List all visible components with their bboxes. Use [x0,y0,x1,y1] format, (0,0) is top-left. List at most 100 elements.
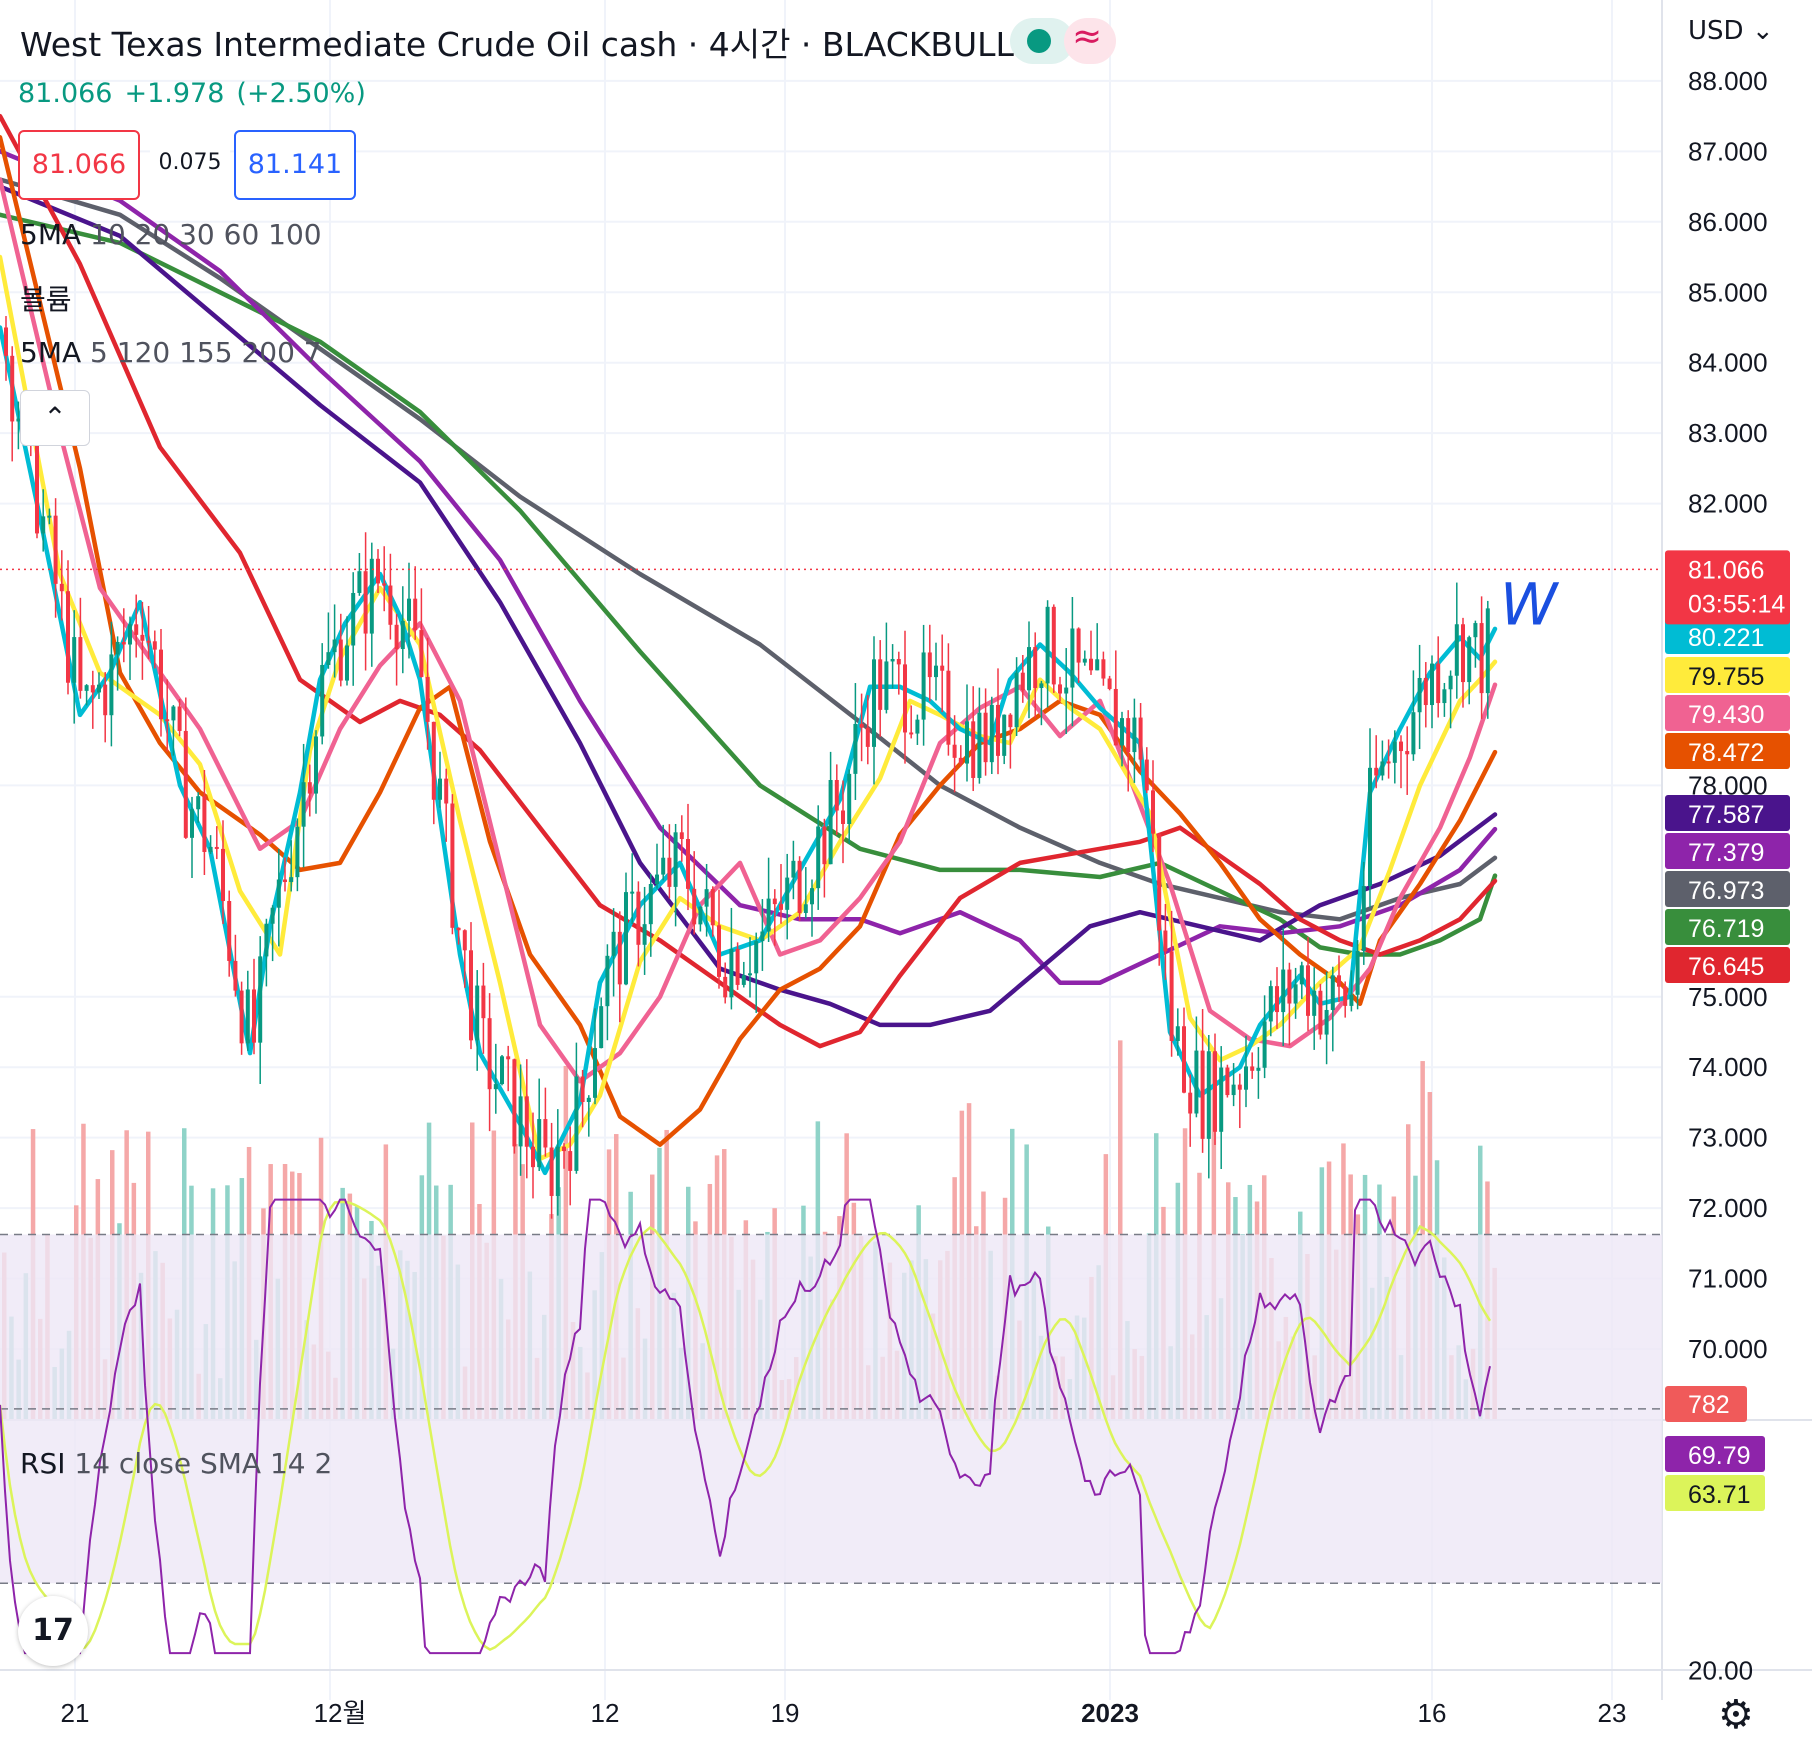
candle-body [214,846,219,849]
candle-body [1045,606,1050,684]
candle-body [97,684,101,693]
collapse-legend-button[interactable]: ⌃ [20,390,90,446]
ma-value-tag [1665,909,1790,945]
buy-button[interactable]: 81.141 [234,130,356,200]
candle-body [369,558,374,634]
candle-body [338,639,343,681]
candle-body [1175,1026,1180,1042]
candle-body [710,889,715,926]
candle-body [1151,790,1155,834]
candle-body [921,652,926,720]
candle-body [971,721,976,778]
data-mode-pill[interactable] [1064,18,1116,64]
candle-body [828,780,833,865]
rsi-sma-line [0,1200,1492,1652]
candle-body [834,780,839,811]
candle-body [673,832,678,887]
candle-body [431,721,436,800]
candle-body [896,658,901,665]
candle-body [524,1096,529,1147]
rsi-value-tag [1665,1475,1765,1511]
volume-legend[interactable]: 볼륨 [20,283,72,316]
candle-body [283,879,287,883]
price-tick-label: 75.000 [1688,982,1768,1012]
candle-body [506,1056,511,1060]
ma-value-label: 79.430 [1688,701,1764,729]
candle-body [1461,624,1465,683]
price-tick-label: 72.000 [1688,1193,1768,1223]
ma-value-label: 77.379 [1688,839,1764,867]
candle-body [1095,659,1100,671]
candle-body [16,418,21,422]
bar-countdown-label: 03:55:14 [1688,590,1785,618]
chevron-down-icon: ⌄ [1751,16,1774,46]
rsi-legend[interactable]: RSI 14 close SMA 14 2 [20,1447,332,1480]
price-tick-label: 70.000 [1688,1334,1768,1364]
candle-body [636,891,641,945]
candle-body [394,624,399,650]
candle-body [35,421,39,534]
sell-button[interactable]: 81.066 [18,130,140,200]
current-price-label: 81.066 [1688,556,1764,584]
volume-value-label: 782 [1688,1391,1730,1419]
candle-body [1237,1084,1242,1090]
candle-body [686,839,690,889]
candle-body [754,941,759,974]
candle-body [10,355,15,422]
candle-body [593,1048,597,1098]
candle-body [78,637,83,691]
candle-body [667,857,672,887]
candle-body [1361,885,1366,951]
candle-body [469,950,473,1041]
ma-legend-1[interactable]: 5MA 10 20 30 60 100 [20,218,322,251]
candle-body [493,1084,498,1090]
candle-body [1219,1067,1224,1132]
candle-body [47,515,52,518]
candle-body [351,592,356,646]
candle-body [1126,718,1131,753]
ma-value-label: 80.221 [1688,624,1764,652]
tradingview-logo[interactable]: 17 [18,1596,88,1666]
candle-body [326,652,331,665]
currency-selector[interactable]: USD ⌄ [1688,16,1774,46]
candle-body [227,901,232,961]
candle-body [977,712,982,778]
candle-body [171,706,176,721]
candle-body [599,1006,604,1049]
candle-body [989,704,994,763]
candle-body [1380,761,1385,776]
ma-value-label: 76.645 [1688,953,1764,981]
ma-legend-2[interactable]: 5MA 5 120 155 200 7 [20,336,322,369]
candle-body [134,624,139,635]
candle-body [264,923,269,957]
candle-body [865,727,870,747]
candle-body [617,931,622,985]
candle-body [425,676,430,722]
ma-legend-2-params: 5 120 155 200 7 [90,336,322,369]
candle-body [301,782,306,827]
candle-body [307,782,312,794]
ma-value-tag [1665,695,1790,731]
candle-body [407,598,411,621]
candle-body [413,598,418,631]
candle-body [841,810,845,824]
candle-body [1399,741,1403,752]
candle-body [791,860,796,878]
candle-body [661,857,666,875]
settings-gear-icon[interactable]: ⚙ [1718,1692,1754,1738]
candle-body [624,892,628,985]
last-price: 81.066 [18,78,113,109]
candle-body [1411,712,1416,755]
candle-body [934,665,938,678]
time-tick-label: 12월 [314,1698,367,1728]
candle-body [717,925,721,977]
candle-body [103,684,108,716]
candle-body [270,907,275,924]
time-tick-label: 19 [771,1698,800,1728]
candle-body [816,826,821,889]
candle-body [803,904,808,913]
symbol-title[interactable]: West Texas Intermediate Crude Oil cash ·… [20,25,1014,64]
candle-body [692,888,697,925]
time-tick-label: 12 [591,1698,620,1728]
